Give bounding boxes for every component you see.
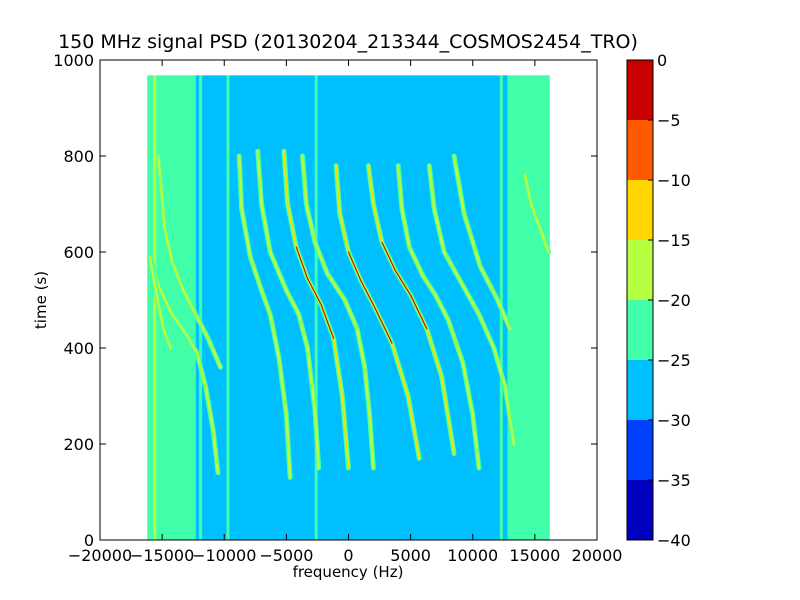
colorbar-segment bbox=[627, 300, 653, 360]
doppler-trace-5 bbox=[300, 153, 376, 471]
y-tick-label: 800 bbox=[63, 147, 94, 166]
x-tick-label: 5000 bbox=[390, 546, 431, 565]
x-tick-label: −20000 bbox=[68, 546, 132, 565]
x-tick-label: 15000 bbox=[509, 546, 560, 565]
colorbar: −40 −35 −30 −25 −20 −15 −10 −5 0 bbox=[626, 51, 691, 550]
trace-body bbox=[256, 149, 320, 470]
colorbar-tick-label: −25 bbox=[657, 351, 691, 370]
colorbar-tick-label: −15 bbox=[657, 231, 691, 250]
colorbar-tick-label: −30 bbox=[657, 411, 691, 430]
colorbar-segment bbox=[627, 240, 653, 300]
colorbar-segment bbox=[627, 60, 653, 120]
doppler-trace-3 bbox=[255, 148, 322, 471]
doppler-trace-12 bbox=[147, 254, 174, 351]
trace-peak bbox=[295, 246, 335, 339]
y-tick-label: 1000 bbox=[53, 51, 94, 70]
colorbar-tick-label: 0 bbox=[657, 51, 667, 70]
colorbar-tick-label: −35 bbox=[657, 471, 691, 490]
y-axis-label: time (s) bbox=[32, 271, 50, 329]
doppler-trace-0 bbox=[147, 254, 221, 476]
trace-body bbox=[523, 173, 550, 254]
y-tick-label: 400 bbox=[63, 339, 94, 358]
trace-body bbox=[157, 154, 222, 369]
x-tick-label: −10000 bbox=[192, 546, 256, 565]
trace-body bbox=[452, 154, 512, 331]
heatmap-band-2 bbox=[507, 75, 550, 541]
x-tick-label: −15000 bbox=[130, 546, 194, 565]
x-tick-label: −5000 bbox=[259, 546, 313, 565]
trace-body bbox=[237, 154, 292, 479]
colorbar-segment bbox=[627, 420, 653, 480]
x-tick-label: 0 bbox=[343, 546, 353, 565]
x-axis-label: frequency (Hz) bbox=[293, 563, 404, 581]
doppler-trace-10 bbox=[451, 153, 513, 332]
y-tick-label: 600 bbox=[63, 243, 94, 262]
doppler-trace-9 bbox=[426, 163, 517, 447]
doppler-trace-7 bbox=[365, 163, 457, 457]
colorbar-segment bbox=[627, 480, 653, 540]
y-tick-label: 200 bbox=[63, 435, 94, 454]
doppler-trace-1 bbox=[155, 153, 223, 370]
trace-peak bbox=[381, 241, 428, 330]
trace-body bbox=[148, 255, 220, 475]
trace-peak bbox=[347, 251, 393, 344]
heatmap-band-1 bbox=[195, 75, 508, 541]
colorbar-tick-label: −20 bbox=[657, 291, 691, 310]
colorbar-tick-label: −10 bbox=[657, 171, 691, 190]
x-tick-label: 20000 bbox=[572, 546, 623, 565]
doppler-trace-8 bbox=[395, 163, 482, 471]
x-tick-label: 10000 bbox=[447, 546, 498, 565]
colorbar-segment bbox=[627, 360, 653, 420]
colorbar-segment bbox=[627, 120, 653, 180]
trace-body bbox=[301, 154, 375, 470]
colorbar-tick-label: −5 bbox=[657, 111, 681, 130]
colorbar-tick-label: −40 bbox=[657, 531, 691, 550]
doppler-trace-2 bbox=[236, 153, 293, 481]
y-tick-label: 0 bbox=[84, 531, 94, 550]
doppler-trace-11 bbox=[522, 172, 551, 255]
trace-body bbox=[148, 255, 173, 350]
colorbar-segment bbox=[627, 180, 653, 240]
doppler-trace-6 bbox=[333, 163, 422, 461]
trace-body bbox=[396, 164, 481, 470]
chart-title: 150 MHz signal PSD (20130204_213344_COSM… bbox=[58, 31, 638, 53]
trace-body bbox=[428, 164, 516, 446]
doppler-trace-4 bbox=[281, 148, 351, 471]
